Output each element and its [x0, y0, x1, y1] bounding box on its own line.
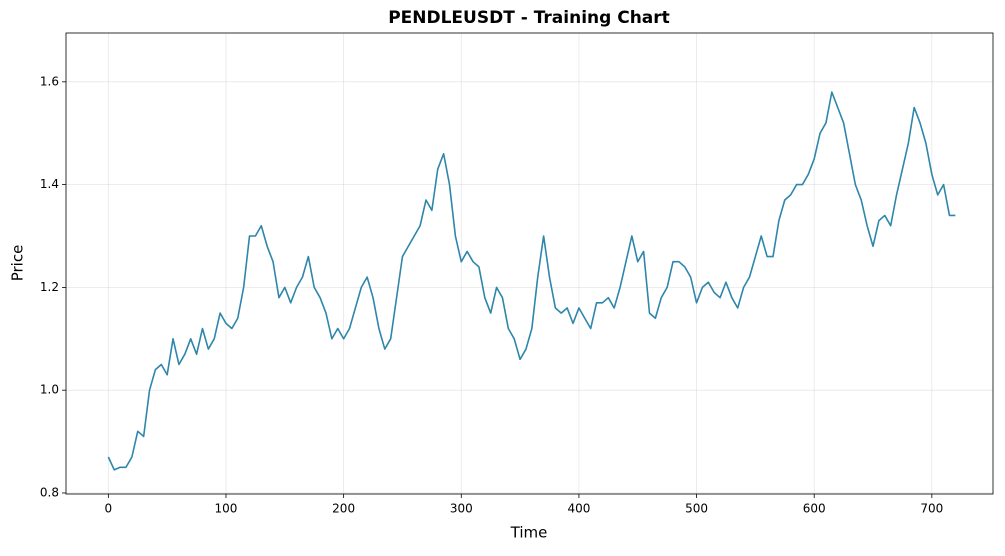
price-line — [107, 91, 956, 471]
x-tick-label: 600 — [803, 502, 826, 516]
chart-title: PENDLEUSDT - Training Chart — [388, 8, 670, 28]
y-tick-label: 1.6 — [40, 74, 59, 88]
y-tick-label: 1.0 — [40, 383, 59, 397]
x-tick-label: 100 — [215, 502, 238, 516]
x-tick-label: 700 — [920, 502, 943, 516]
x-tick-label: 300 — [450, 502, 473, 516]
y-tick-label: 0.8 — [40, 485, 59, 499]
x-axis-label: Time — [510, 524, 548, 542]
x-tick-label: 0 — [105, 502, 113, 516]
y-tick-label: 1.2 — [40, 280, 59, 294]
x-tick-label: 400 — [567, 502, 590, 516]
y-tick-label: 1.4 — [40, 177, 59, 191]
x-tick-label: 200 — [332, 502, 355, 516]
y-axis-label: Price — [9, 245, 27, 282]
x-tick-label: 500 — [685, 502, 708, 516]
plot-frame — [65, 32, 994, 495]
